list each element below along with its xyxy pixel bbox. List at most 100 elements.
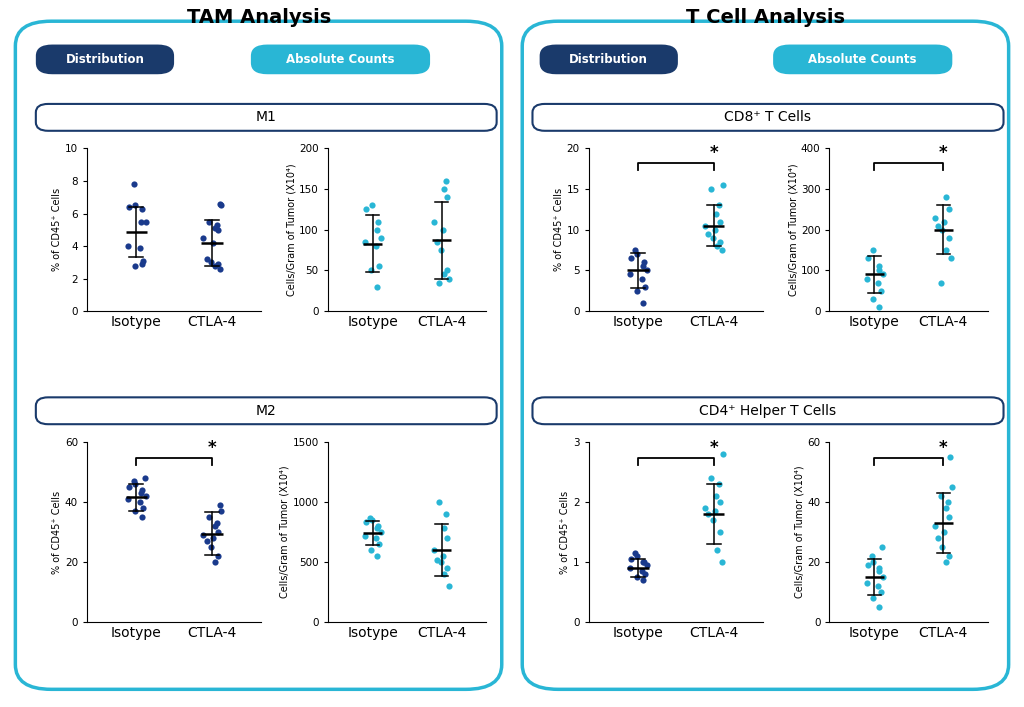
- Point: [439, 563, 456, 574]
- Point: [370, 520, 386, 532]
- Point: [622, 563, 638, 574]
- Point: [371, 539, 387, 550]
- Point: [434, 550, 451, 561]
- Point: [928, 212, 944, 223]
- Text: Distribution: Distribution: [569, 53, 648, 66]
- Point: [370, 550, 386, 561]
- Point: [428, 554, 444, 566]
- Point: [368, 240, 384, 252]
- Point: [859, 559, 876, 571]
- Point: [865, 293, 882, 305]
- Point: [635, 297, 651, 308]
- Point: [209, 518, 225, 529]
- Point: [715, 180, 731, 191]
- Point: [928, 520, 944, 532]
- Point: [712, 526, 728, 537]
- Point: [136, 472, 153, 484]
- Point: [628, 245, 644, 256]
- Point: [428, 236, 444, 247]
- Y-axis label: % of CD45⁺ Cells: % of CD45⁺ Cells: [52, 491, 62, 573]
- Point: [859, 273, 876, 284]
- Point: [127, 478, 143, 489]
- Point: [196, 530, 212, 541]
- Point: [872, 587, 889, 598]
- Point: [707, 224, 723, 235]
- Point: [635, 261, 651, 272]
- Point: [869, 580, 886, 592]
- Point: [707, 506, 723, 517]
- Point: [940, 496, 956, 508]
- Text: CD8⁺ T Cells: CD8⁺ T Cells: [725, 110, 811, 124]
- Point: [712, 236, 728, 247]
- Point: [712, 496, 728, 508]
- Point: [126, 179, 142, 190]
- Text: *: *: [208, 439, 216, 457]
- Point: [199, 535, 215, 547]
- Text: *: *: [939, 439, 947, 457]
- Point: [871, 301, 888, 312]
- Point: [639, 264, 655, 276]
- Point: [870, 566, 887, 577]
- Text: Absolute Counts: Absolute Counts: [287, 53, 394, 66]
- Point: [637, 568, 653, 580]
- Point: [205, 532, 221, 544]
- Text: *: *: [710, 439, 718, 457]
- Point: [934, 542, 950, 553]
- Point: [121, 481, 137, 493]
- Point: [873, 542, 890, 553]
- Point: [196, 232, 212, 243]
- Text: Distribution: Distribution: [66, 53, 144, 66]
- Y-axis label: Cells/Gram of Tumor (X10⁴): Cells/Gram of Tumor (X10⁴): [788, 163, 798, 296]
- Point: [209, 219, 225, 230]
- Point: [933, 277, 949, 288]
- Point: [369, 522, 385, 534]
- Point: [622, 269, 638, 280]
- Point: [357, 517, 374, 528]
- Point: [207, 260, 223, 271]
- Point: [634, 566, 650, 577]
- Point: [936, 216, 952, 228]
- Point: [373, 232, 389, 243]
- Point: [941, 204, 957, 215]
- Point: [431, 277, 447, 288]
- Point: [134, 484, 151, 496]
- Point: [212, 263, 228, 274]
- Point: [635, 556, 651, 568]
- Point: [120, 493, 136, 505]
- Point: [709, 240, 725, 252]
- Point: [431, 496, 447, 508]
- Point: [212, 499, 228, 510]
- Point: [623, 252, 639, 264]
- Y-axis label: Cells/Gram of Tumor (X10⁴): Cells/Gram of Tumor (X10⁴): [795, 466, 805, 598]
- Point: [126, 475, 142, 486]
- Point: [201, 511, 217, 522]
- Point: [708, 208, 724, 219]
- Point: [441, 580, 458, 592]
- Y-axis label: Cells/Gram of Tumor (X10⁴): Cells/Gram of Tumor (X10⁴): [280, 466, 290, 598]
- Point: [629, 248, 645, 259]
- Point: [439, 192, 456, 203]
- Point: [133, 216, 150, 228]
- Point: [201, 216, 217, 228]
- Point: [714, 245, 730, 256]
- Point: [859, 578, 876, 589]
- Y-axis label: Cells/Gram of Tumor (X10⁴): Cells/Gram of Tumor (X10⁴): [286, 163, 296, 296]
- Point: [441, 273, 458, 284]
- Point: [210, 526, 226, 537]
- Point: [212, 198, 228, 209]
- Point: [210, 224, 226, 235]
- Point: [210, 550, 226, 561]
- Point: [127, 260, 143, 271]
- Point: [132, 496, 148, 508]
- Point: [715, 448, 731, 460]
- Y-axis label: % of CD45⁺ Cells: % of CD45⁺ Cells: [560, 491, 570, 573]
- Point: [364, 264, 380, 276]
- Point: [357, 530, 374, 542]
- Text: *: *: [710, 144, 718, 163]
- Point: [369, 224, 385, 235]
- Text: T Cell Analysis: T Cell Analysis: [686, 8, 846, 27]
- Point: [127, 199, 143, 211]
- Point: [938, 556, 954, 568]
- Point: [700, 228, 717, 240]
- Point: [362, 512, 379, 523]
